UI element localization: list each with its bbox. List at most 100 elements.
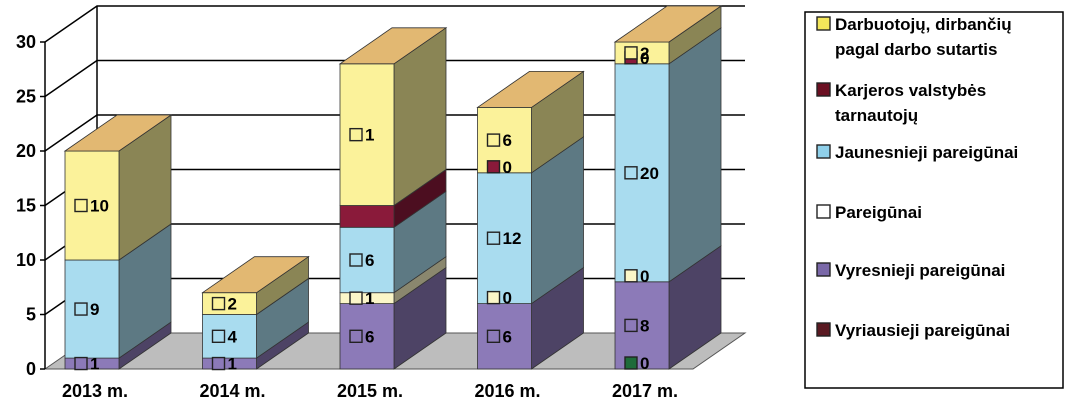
data-label-value: 0 bbox=[503, 158, 512, 177]
legend-item: Jaunesnieji pareigūnai bbox=[816, 143, 1018, 162]
data-label-value: 1 bbox=[365, 289, 374, 308]
y-tick-label: 15 bbox=[16, 196, 36, 216]
data-label: 1 bbox=[349, 289, 374, 308]
data-label-marker bbox=[211, 356, 226, 371]
bar-segment bbox=[614, 63, 670, 283]
legend-item: Vyresnieji pareigūnai bbox=[816, 261, 1005, 280]
data-label: 1 bbox=[74, 355, 99, 374]
legend-label: Jaunesnieji pareigūnai bbox=[835, 143, 1018, 162]
data-label: 12 bbox=[486, 229, 522, 248]
legend-swatch bbox=[816, 262, 831, 277]
legend-swatch bbox=[816, 16, 831, 31]
data-label-value: 6 bbox=[365, 327, 374, 346]
data-label-marker bbox=[624, 356, 638, 370]
gridline bbox=[44, 5, 745, 43]
data-label-value: 0 bbox=[640, 354, 649, 373]
data-label-value: 1 bbox=[228, 355, 237, 374]
bar-segment bbox=[339, 205, 395, 228]
y-tick-label: 30 bbox=[16, 32, 36, 52]
data-label-marker bbox=[624, 46, 638, 60]
data-label-value: 0 bbox=[640, 49, 649, 68]
bar-side-4-3 bbox=[668, 27, 722, 283]
legend-label: Karjeros valstybės bbox=[835, 81, 986, 100]
data-label-value: 6 bbox=[365, 251, 374, 270]
data-label-value: 6 bbox=[503, 131, 512, 150]
legend-label: Darbuotojų, dirbančių bbox=[835, 15, 1012, 34]
y-tick-label: 10 bbox=[16, 250, 36, 270]
x-tick-label: 2014 m. bbox=[199, 381, 265, 401]
data-label: 8 bbox=[624, 316, 649, 335]
x-tick-label: 2017 m. bbox=[612, 381, 678, 401]
y-tick-label: 0 bbox=[26, 359, 36, 379]
bar-segment bbox=[477, 303, 532, 370]
data-label-marker bbox=[486, 231, 501, 245]
data-label-value: 2 bbox=[228, 295, 237, 314]
legend-swatch bbox=[816, 144, 831, 159]
legend-swatch bbox=[816, 204, 831, 219]
bar-segment bbox=[477, 107, 532, 174]
data-label-marker bbox=[211, 329, 226, 343]
data-label-marker bbox=[624, 166, 638, 180]
data-label-marker bbox=[74, 356, 88, 371]
bar-segment bbox=[477, 172, 532, 305]
data-label: 0 bbox=[624, 267, 649, 286]
data-label: 1 bbox=[211, 355, 237, 374]
data-label-marker bbox=[349, 291, 363, 305]
data-label-marker bbox=[486, 329, 501, 343]
data-label-value: 10 bbox=[90, 197, 109, 216]
legend-label: Vyresnieji pareigūnai bbox=[835, 261, 1005, 280]
legend: Darbuotojų, dirbančių pagal darbo sutarti… bbox=[804, 11, 1064, 389]
x-tick-label: 2013 m. bbox=[62, 381, 128, 401]
bar-segment bbox=[339, 63, 395, 206]
data-label-value: 4 bbox=[228, 327, 238, 346]
data-label: 6 bbox=[349, 327, 374, 346]
data-label-marker bbox=[349, 329, 363, 343]
data-label-marker bbox=[486, 133, 501, 147]
bar-top-cap bbox=[613, 5, 723, 43]
data-label-value: 2 bbox=[640, 44, 649, 63]
bars bbox=[63, 5, 723, 370]
data-label-marker bbox=[486, 160, 501, 174]
legend-swatch bbox=[816, 322, 831, 337]
data-label: 6 bbox=[486, 131, 512, 150]
legend-label: tarnautojų bbox=[835, 106, 918, 125]
legend-box bbox=[804, 11, 1064, 389]
data-label: 2 bbox=[624, 44, 649, 63]
data-label: 0 bbox=[486, 289, 512, 308]
data-label-marker bbox=[74, 198, 88, 213]
data-label-value: 9 bbox=[90, 300, 99, 319]
legend-item: Pareigūnai bbox=[816, 203, 922, 222]
data-label: 9 bbox=[74, 300, 99, 319]
legend-item: Karjeros valstybės tarnautojų bbox=[816, 81, 986, 125]
bar-top-cap bbox=[476, 71, 585, 108]
data-label: 6 bbox=[486, 327, 512, 346]
data-label-value: 1 bbox=[365, 126, 374, 145]
y-tick-label: 20 bbox=[16, 141, 36, 161]
x-axis: 2013 m. 2014 m. 2015 m. 2016 m. 2017 m. bbox=[62, 381, 678, 401]
data-label: 4 bbox=[211, 327, 238, 346]
data-label-marker bbox=[74, 302, 88, 316]
data-label-marker bbox=[349, 127, 363, 142]
gridline bbox=[44, 59, 745, 98]
data-label-marker bbox=[211, 296, 226, 311]
data-label: 10 bbox=[74, 197, 109, 216]
bar-segment bbox=[614, 281, 670, 370]
legend-label: Pareigūnai bbox=[835, 203, 922, 222]
data-label: 0 bbox=[486, 158, 512, 177]
y-tick-label: 5 bbox=[26, 305, 36, 325]
data-label: 6 bbox=[349, 251, 374, 270]
data-label-value: 0 bbox=[503, 289, 512, 308]
data-label: 2 bbox=[211, 295, 237, 314]
data-label-value: 12 bbox=[503, 229, 522, 248]
legend-label: pagal darbo sutartis bbox=[835, 40, 997, 59]
data-label-value: 6 bbox=[503, 327, 512, 346]
legend-label: Vyriausieji pareigūnai bbox=[835, 321, 1010, 340]
y-axis: 0 5 10 15 20 25 30 bbox=[16, 32, 46, 379]
bar-segment bbox=[64, 259, 120, 359]
data-label-marker bbox=[624, 318, 638, 333]
bar-top-cap bbox=[201, 256, 310, 294]
data-label-marker bbox=[486, 290, 501, 305]
